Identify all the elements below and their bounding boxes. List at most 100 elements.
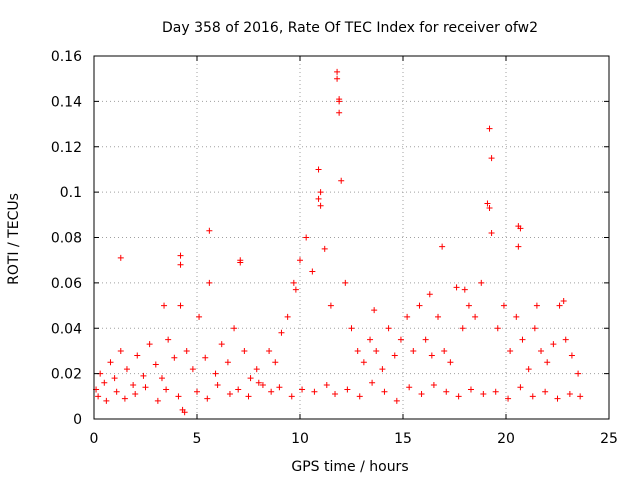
data-point: [542, 388, 549, 395]
data-point: [410, 347, 417, 354]
y-tick-label: 0.08: [51, 231, 82, 247]
data-point: [171, 354, 178, 361]
data-point: [575, 370, 582, 377]
data-point: [317, 189, 324, 196]
data-point: [373, 347, 380, 354]
data-point: [303, 234, 310, 241]
data-point: [276, 384, 283, 391]
data-point: [226, 391, 233, 398]
data-point: [360, 359, 367, 366]
data-point: [204, 395, 211, 402]
data-point: [218, 341, 225, 348]
data-point: [278, 329, 285, 336]
data-point: [315, 166, 322, 173]
data-point: [206, 279, 213, 286]
data-point: [416, 302, 423, 309]
y-tick-label: 0.1: [60, 185, 82, 201]
data-point: [533, 302, 540, 309]
data-point: [488, 155, 495, 162]
data-point: [241, 347, 248, 354]
data-point: [146, 341, 153, 348]
data-point: [500, 302, 507, 309]
data-point: [517, 225, 524, 232]
data-point: [130, 381, 137, 388]
data-point: [494, 325, 501, 332]
data-point: [266, 347, 273, 354]
data-point: [95, 393, 102, 400]
data-point: [245, 393, 252, 400]
data-point: [224, 359, 231, 366]
data-point: [381, 388, 388, 395]
data-point: [336, 96, 343, 103]
data-point: [134, 352, 141, 359]
data-point: [560, 298, 567, 305]
data-point: [391, 352, 398, 359]
data-point: [404, 313, 411, 320]
data-point: [354, 347, 361, 354]
data-point: [531, 325, 538, 332]
data-point: [430, 381, 437, 388]
data-point: [284, 313, 291, 320]
data-point: [334, 75, 341, 82]
x-tick-label: 0: [90, 431, 99, 447]
data-point: [103, 397, 110, 404]
data-point: [101, 379, 108, 386]
data-point: [356, 393, 363, 400]
data-point: [369, 379, 376, 386]
x-axis-label: GPS time / hours: [291, 459, 408, 475]
data-point: [554, 395, 561, 402]
y-tick-label: 0.16: [51, 49, 82, 65]
data-point: [453, 284, 460, 291]
data-point: [117, 254, 124, 261]
data-point: [426, 291, 433, 298]
data-point: [507, 347, 514, 354]
data-point: [202, 354, 209, 361]
data-point: [268, 388, 275, 395]
data-point: [206, 227, 213, 234]
y-tick-label: 0.06: [51, 276, 82, 292]
data-point: [165, 336, 172, 343]
data-point: [538, 347, 545, 354]
data-point: [309, 268, 316, 275]
data-point: [486, 125, 493, 132]
data-point: [161, 302, 168, 309]
data-point: [513, 313, 520, 320]
grid-lines: [94, 56, 609, 419]
data-point: [181, 409, 188, 416]
data-point: [379, 366, 386, 373]
data-point: [212, 370, 219, 377]
x-axis-ticks: 0 5 10 15 20 25: [90, 56, 618, 447]
data-point: [467, 386, 474, 393]
x-tick-label: 10: [291, 431, 309, 447]
data-point: [348, 325, 355, 332]
data-point: [568, 352, 575, 359]
data-point: [525, 366, 532, 373]
data-point: [140, 372, 147, 379]
data-point: [247, 375, 254, 382]
data-point: [397, 336, 404, 343]
data-point: [332, 391, 339, 398]
data-point: [492, 388, 499, 395]
data-point: [517, 384, 524, 391]
data-point: [488, 229, 495, 236]
data-point: [461, 286, 468, 293]
data-point: [550, 341, 557, 348]
data-point: [311, 388, 318, 395]
data-point: [562, 336, 569, 343]
y-tick-label: 0.04: [51, 321, 82, 337]
y-tick-label: 0.14: [51, 94, 82, 110]
data-point: [519, 336, 526, 343]
data-point: [406, 384, 413, 391]
data-point: [113, 388, 120, 395]
data-point: [439, 243, 446, 250]
data-point: [323, 381, 330, 388]
data-point: [154, 397, 161, 404]
data-point: [253, 366, 260, 373]
data-point: [196, 313, 203, 320]
data-point: [163, 386, 170, 393]
data-point: [117, 347, 124, 354]
y-tick-label: 0: [73, 412, 82, 428]
data-point: [367, 336, 374, 343]
data-points: [93, 68, 584, 416]
data-point: [472, 313, 479, 320]
